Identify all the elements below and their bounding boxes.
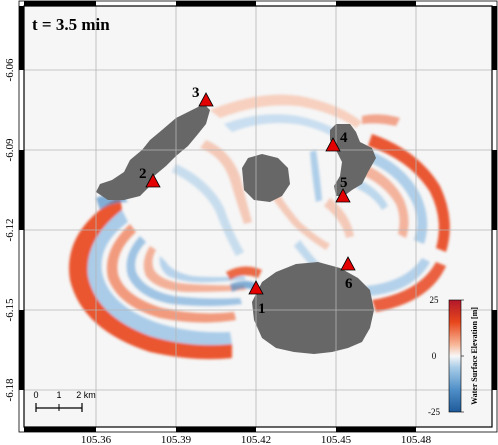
y-tick-label: -6.12 xyxy=(4,219,16,242)
station-marker-icon xyxy=(145,173,161,188)
station-4: 4 xyxy=(325,130,348,152)
colorbar-ramp xyxy=(448,299,462,413)
station-5: 5 xyxy=(335,175,351,203)
y-tick-label: -6.15 xyxy=(4,298,16,321)
station-markers: 1 2 3 4 5 6 xyxy=(139,85,356,317)
land-masses xyxy=(96,104,376,354)
station-marker-icon xyxy=(325,137,341,152)
x-tick-label: 105.39 xyxy=(161,434,192,445)
x-tick-label: 105.36 xyxy=(81,434,112,445)
station-label: 1 xyxy=(258,301,266,317)
map-frame xyxy=(18,0,498,433)
station-1: 1 xyxy=(248,280,266,317)
island-northeast xyxy=(330,124,376,196)
station-label: 6 xyxy=(345,276,353,292)
x-tick-label: 105.48 xyxy=(401,434,432,445)
colorbar: 25 0 -25 Water Surface Elevation [m] xyxy=(428,295,479,417)
station-marker-icon xyxy=(340,256,356,271)
y-tick-label: -6.18 xyxy=(4,378,16,401)
y-tick-label: -6.09 xyxy=(4,138,16,161)
colorbar-min-label: -25 xyxy=(428,407,440,417)
scale-label: 0 xyxy=(33,390,38,400)
scale-label: 1 xyxy=(56,390,61,400)
island-south xyxy=(252,262,374,354)
island-northwest xyxy=(96,104,210,200)
x-tick-label: 105.45 xyxy=(321,434,352,445)
colorbar-title: Water Surface Elevation [m] xyxy=(470,307,479,405)
island-central xyxy=(242,154,290,202)
station-label: 2 xyxy=(139,166,147,182)
station-label: 4 xyxy=(340,130,348,146)
colorbar-max-label: 25 xyxy=(430,295,440,305)
graticule xyxy=(24,6,492,427)
x-tick-label: 105.42 xyxy=(241,434,271,445)
station-6: 6 xyxy=(340,256,356,292)
y-tick-label: -6.06 xyxy=(4,58,16,81)
y-axis-labels: -6.06 -6.09 -6.12 -6.15 -6.18 xyxy=(4,58,16,401)
station-2: 2 xyxy=(139,166,161,188)
time-label: t = 3.5 min xyxy=(32,15,110,34)
station-label: 3 xyxy=(192,85,200,101)
station-label: 5 xyxy=(340,175,348,191)
station-marker-icon xyxy=(248,280,264,295)
scale-bar: 0 1 2 km xyxy=(33,390,96,412)
station-marker-icon xyxy=(198,92,214,107)
station-marker-icon xyxy=(335,188,351,203)
x-axis-labels: 105.36 105.39 105.42 105.45 105.48 xyxy=(81,434,432,445)
station-3: 3 xyxy=(192,85,214,107)
colorbar-mid-label: 0 xyxy=(432,351,437,361)
scale-label: 2 km xyxy=(76,390,96,400)
